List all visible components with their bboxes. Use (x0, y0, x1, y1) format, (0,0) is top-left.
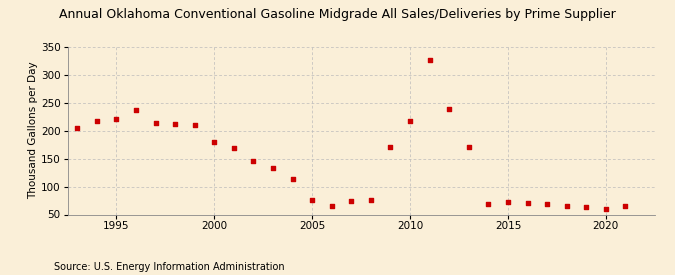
Point (209, 140, 220, 144)
Point (502, 200, 513, 204)
Point (267, 166, 278, 170)
Point (326, 204, 337, 208)
Point (365, 198, 376, 202)
Point (561, 204, 572, 208)
Point (444, 107, 455, 111)
Point (542, 202, 553, 207)
Point (248, 159, 259, 163)
Text: Source: U.S. Energy Information Administration: Source: U.S. Energy Information Administ… (54, 262, 285, 272)
Point (601, 207, 612, 211)
Point (346, 199, 357, 203)
Point (620, 204, 630, 208)
Point (228, 146, 239, 150)
Point (424, 57, 435, 62)
Point (91, 119, 102, 123)
Point (522, 200, 533, 205)
Point (385, 145, 396, 150)
Point (287, 177, 298, 182)
Point (130, 108, 141, 112)
Point (169, 122, 180, 126)
Point (404, 118, 415, 123)
Y-axis label: Thousand Gallons per Day: Thousand Gallons per Day (28, 62, 38, 199)
Point (483, 202, 493, 207)
Point (580, 205, 591, 209)
Point (72, 126, 82, 130)
Point (463, 145, 474, 149)
Point (111, 117, 122, 121)
Point (151, 121, 161, 125)
Text: Annual Oklahoma Conventional Gasoline Midgrade All Sales/Deliveries by Prime Sup: Annual Oklahoma Conventional Gasoline Mi… (59, 8, 616, 21)
Point (189, 123, 200, 127)
Point (306, 198, 317, 202)
